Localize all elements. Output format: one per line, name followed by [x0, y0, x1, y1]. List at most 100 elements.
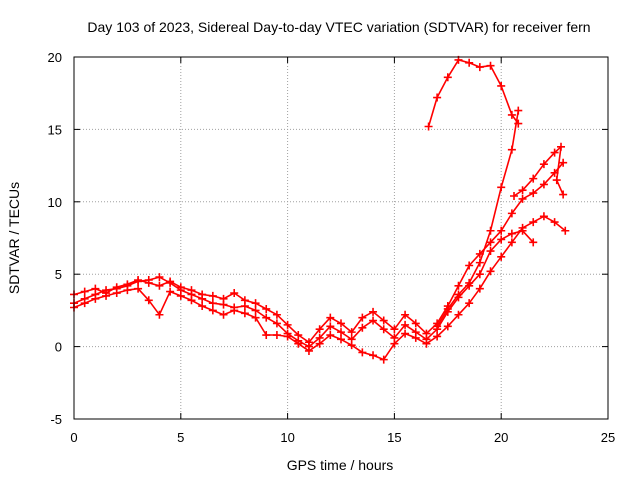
data-point — [379, 325, 388, 334]
data-point — [176, 291, 185, 300]
data-point — [155, 273, 164, 282]
x-tick-label: 15 — [387, 430, 401, 445]
data-point — [561, 226, 570, 235]
data-point — [433, 322, 442, 331]
x-tick-label: 0 — [70, 430, 77, 445]
data-point — [497, 235, 506, 244]
series-s6 — [510, 142, 568, 201]
data-point — [337, 319, 345, 328]
y-tick-label: 0 — [55, 340, 62, 355]
chart-title: Day 103 of 2023, Sidereal Day-to-day VTE… — [87, 19, 590, 35]
data-point — [347, 328, 356, 337]
data-point — [518, 194, 527, 203]
data-point — [486, 267, 495, 276]
series-s2 — [70, 226, 538, 351]
series-s5 — [433, 106, 523, 331]
data-point — [304, 346, 313, 355]
data-point — [411, 333, 420, 342]
data-point — [326, 331, 335, 340]
data-point — [198, 302, 207, 311]
data-point — [337, 335, 345, 344]
data-point — [514, 106, 523, 115]
data-point — [529, 189, 538, 198]
series-s3 — [70, 212, 570, 364]
data-point — [539, 180, 548, 189]
data-point — [559, 190, 568, 199]
data-point — [283, 332, 292, 341]
data-point — [539, 160, 548, 169]
data-point — [465, 278, 474, 287]
data-point — [283, 320, 292, 329]
y-tick-label: -5 — [50, 412, 62, 427]
data-point — [529, 174, 538, 183]
data-point — [552, 176, 561, 185]
data-point — [369, 351, 378, 360]
data-points — [70, 55, 570, 364]
data-point — [529, 238, 538, 247]
data-point — [240, 309, 249, 318]
data-point — [358, 313, 367, 322]
data-point — [424, 122, 433, 131]
data-point — [102, 291, 111, 300]
data-point — [550, 218, 559, 227]
data-point — [379, 355, 388, 364]
data-point — [443, 304, 452, 313]
data-point — [337, 328, 345, 337]
data-point — [529, 218, 538, 227]
data-point — [230, 306, 239, 315]
data-point — [486, 61, 495, 70]
data-point — [134, 277, 143, 286]
data-point — [262, 304, 271, 313]
data-point — [497, 81, 506, 90]
data-point — [507, 238, 516, 247]
data-point — [465, 58, 474, 67]
data-point — [155, 281, 164, 290]
data-point — [358, 348, 367, 357]
data-point — [326, 322, 335, 331]
data-point — [401, 320, 410, 329]
data-point — [486, 226, 495, 235]
data-point — [475, 63, 484, 72]
data-point — [497, 183, 506, 192]
data-point — [465, 299, 474, 308]
data-point — [358, 323, 367, 332]
data-point — [91, 294, 100, 303]
x-tick-label: 25 — [601, 430, 615, 445]
data-point — [454, 310, 463, 319]
data-point — [486, 238, 495, 247]
data-point — [550, 148, 559, 157]
data-point — [187, 296, 196, 305]
data-point — [262, 331, 271, 340]
data-point — [315, 325, 324, 334]
data-point — [208, 306, 217, 315]
data-point — [475, 284, 484, 293]
data-point — [475, 258, 484, 267]
y-tick-label: 15 — [48, 122, 62, 137]
data-point — [262, 313, 271, 322]
data-point — [401, 329, 410, 338]
data-point — [507, 209, 516, 218]
series-s4 — [424, 55, 523, 131]
data-point — [433, 93, 442, 102]
data-point — [198, 294, 207, 303]
series-line — [427, 59, 520, 128]
data-point — [347, 341, 356, 350]
data-point — [454, 281, 463, 290]
data-point — [251, 313, 260, 322]
data-point — [112, 289, 121, 298]
data-point — [240, 302, 249, 311]
axis-ticks: 0 5 10 15 20 25 -5 0 5 10 15 20 — [48, 50, 616, 445]
data-point — [507, 145, 516, 154]
x-tick-label: 5 — [177, 430, 184, 445]
data-point — [411, 319, 420, 328]
x-axis-label: GPS time / hours — [287, 457, 394, 473]
data-point — [208, 299, 217, 308]
data-point — [510, 192, 519, 201]
data-point — [144, 296, 153, 305]
data-point — [390, 325, 399, 334]
y-tick-label: 5 — [55, 267, 62, 282]
data-point — [507, 110, 516, 119]
data-point — [155, 310, 164, 319]
data-point — [433, 332, 442, 341]
series-line — [436, 109, 520, 328]
